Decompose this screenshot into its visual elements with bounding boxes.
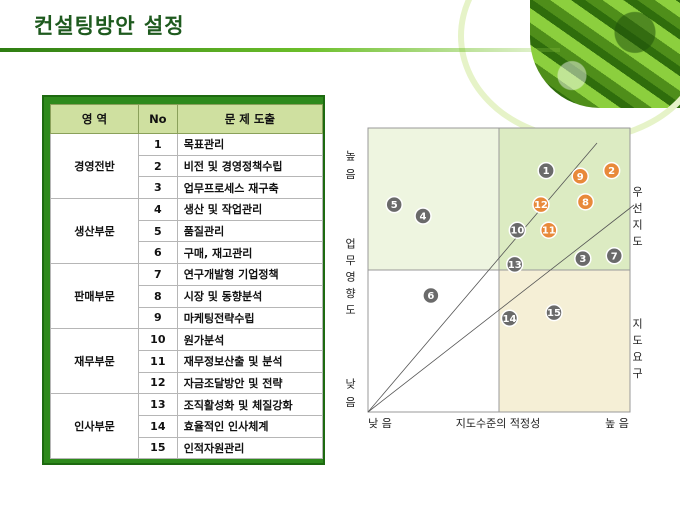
y-axis-high-label: 높 음 <box>344 150 357 182</box>
problem-cell: 연구개발형 기업정책 <box>176 263 324 286</box>
data-point-11 <box>540 221 558 239</box>
table-body: 경영전반 1 목표관리 2 비전 및 경영정책수립 3 업무프로세스 재구축 생산부문 4 생산 … <box>50 132 324 460</box>
problem-cell: 품질관리 <box>176 219 324 243</box>
data-point-2 <box>602 161 621 180</box>
data-point-label-15: 15 <box>547 308 561 319</box>
data-point-14 <box>500 309 519 328</box>
priority-guidance-label: 우 선 지 도 <box>631 186 644 248</box>
svg-text:낮 음: 낮 음 <box>344 378 357 410</box>
data-point-label-13: 13 <box>508 260 522 271</box>
table-row: 5 품질관리 <box>51 219 324 243</box>
data-point-label-9: 9 <box>577 172 584 183</box>
data-point-13 <box>505 255 524 274</box>
problem-cell: 비전 및 경영정책수립 <box>176 154 324 178</box>
number-cell: 2 <box>137 154 178 178</box>
header-area: 영 역 <box>50 104 139 134</box>
data-point-label-14: 14 <box>503 314 517 325</box>
data-point-label-5: 5 <box>391 200 398 211</box>
data-point-3 <box>574 249 592 268</box>
header-no: No <box>137 104 178 134</box>
data-point-label-4: 4 <box>420 212 427 223</box>
data-point-4 <box>414 207 432 225</box>
area-cell: 판매부문 <box>50 263 139 330</box>
x-axis-low-label: 낮 음 <box>368 417 392 430</box>
table-row: 15 인적자원관리 <box>51 436 324 460</box>
data-point-label-2: 2 <box>608 166 615 177</box>
problem-cell: 조직활성화 및 체질강화 <box>176 393 324 416</box>
data-point-15 <box>545 303 563 322</box>
header-underline <box>0 48 560 52</box>
x-axis-high-label: 높 음 <box>605 417 629 430</box>
problem-cell: 마케팅전략수립 <box>176 306 324 330</box>
number-cell: 14 <box>137 414 178 438</box>
problem-cell: 인적자원관리 <box>176 436 324 460</box>
data-point-label-8: 8 <box>582 197 589 208</box>
table-row: 판매부문 7 연구개발형 기업정책 <box>50 263 324 330</box>
svg-text:높 음: 높 음 <box>344 150 357 182</box>
data-point-label-6: 6 <box>427 291 434 302</box>
data-point-5 <box>385 195 403 214</box>
table-row: 11 재무정보산출 및 분석 <box>51 349 324 373</box>
slide-title: 컨설팅방안 설정 <box>34 14 185 38</box>
svg-text:지 도 요 구: 지 도 요 구 <box>631 318 644 380</box>
area-cell: 생산부문 <box>50 198 139 265</box>
data-point-7 <box>605 247 624 265</box>
header-problem: 문 제 도출 <box>176 104 324 134</box>
y-axis-low-label: 낮 음 <box>344 378 357 410</box>
table-row: 인사부문 13 조직활성화 및 체질강화 <box>50 393 324 460</box>
table-row: 생산부문 4 생산 및 작업관리 <box>50 198 324 265</box>
data-point-label-12: 12 <box>534 200 548 211</box>
x-axis-title: 지도수준의 적정성 <box>456 417 540 430</box>
diagonal-line-guidance <box>367 204 635 413</box>
table-row: 3 업무프로세스 재구축 <box>51 176 324 200</box>
area-cell: 재무부문 <box>50 328 139 395</box>
table-row: 재무부문 10 원가분석 <box>50 328 324 395</box>
data-point-label-7: 7 <box>611 251 618 262</box>
problem-table: 영 역 No 문 제 도출 경영전반 1 목표관리 2 비전 및 경영정책수립 3 업무프로… <box>50 104 324 460</box>
svg-text:우 선 지 도: 우 선 지 도 <box>631 186 644 248</box>
area-cell: 인사부문 <box>50 393 139 460</box>
problem-cell: 원가분석 <box>176 328 324 351</box>
diagonal-line-priority <box>367 142 598 413</box>
problem-cell: 목표관리 <box>176 133 324 156</box>
data-point-label-11: 11 <box>542 226 556 237</box>
data-point-8 <box>576 193 595 211</box>
data-point-label-1: 1 <box>543 166 550 177</box>
area-cell: 경영전반 <box>50 132 139 200</box>
y-axis-title: 업 무 영 향 도 <box>344 238 357 316</box>
quadrant-bottom-right <box>499 270 630 412</box>
quadrant-top-right <box>499 128 630 270</box>
table-header-row: 영 역 No 문 제 도출 <box>50 104 324 134</box>
data-point-label-3: 3 <box>579 254 586 265</box>
problem-table-panel: 영 역 No 문 제 도출 경영전반 1 목표관리 2 비전 및 경영정책수립 3 업무프로… <box>42 95 325 465</box>
guidance-request-label: 지 도 요 구 <box>631 318 644 380</box>
data-point-9 <box>571 167 589 186</box>
data-point-10 <box>508 221 527 239</box>
data-point-1 <box>537 161 555 180</box>
table-row: 2 비전 및 경영정책수립 <box>51 154 324 178</box>
data-point-label-10: 10 <box>510 226 524 237</box>
svg-text:업 무 영 향 도: 업 무 영 향 도 <box>344 238 357 316</box>
data-point-12 <box>532 195 550 214</box>
problem-cell: 생산 및 작업관리 <box>176 198 324 221</box>
table-row: 경영전반 1 목표관리 <box>50 132 324 200</box>
problem-cell: 업무프로세스 재구축 <box>176 176 324 200</box>
data-point-6 <box>422 286 440 305</box>
table-row: 6 구매, 재고관리 <box>51 241 324 265</box>
chart-layer: 높 음업 무 영 향 도낮 음낮 음 지도수준의 적정성 높 음우 선 지 도지 도… <box>344 127 644 430</box>
table-row: 9 마케팅전략수립 <box>51 306 324 330</box>
